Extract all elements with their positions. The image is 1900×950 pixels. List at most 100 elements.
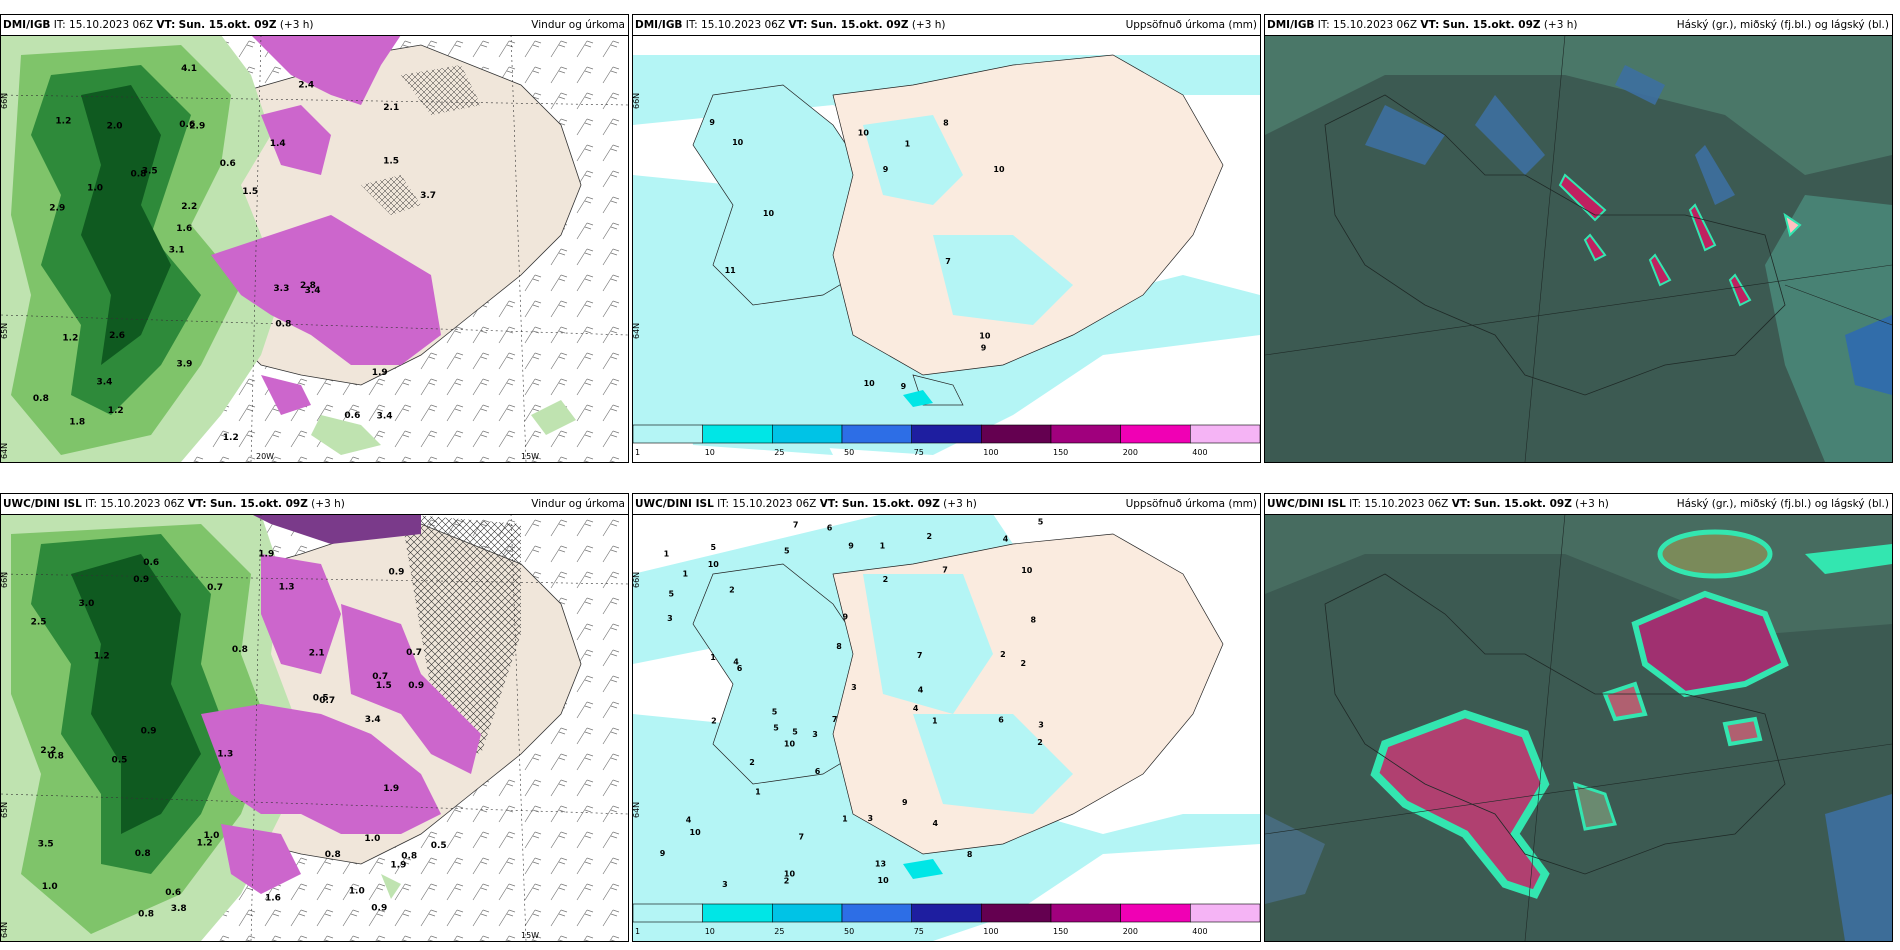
map-value-label: 2.1 (309, 649, 325, 659)
map-value-label: 9 (709, 118, 715, 127)
panel-uwc-accum-precip: UWC/DINI ISL IT: 15.10.2023 06Z VT: Sun.… (632, 493, 1261, 942)
map-value-label: 2.9 (49, 204, 65, 214)
map-value-label: 2 (749, 758, 755, 767)
map-value-label: 0.8 (135, 849, 151, 859)
valid-label: VT: (788, 19, 808, 31)
map-value-label: 0.7 (207, 583, 223, 593)
colorbar-tick-label: 10 (705, 927, 715, 936)
map-value-label: 5 (772, 708, 778, 717)
map-value-label: 0.5 (112, 756, 128, 766)
map-value-label: 0.8 (33, 394, 49, 404)
valid-time: Sun. 15.okt. 09Z (841, 498, 940, 510)
map-value-label: 0.8 (48, 752, 64, 762)
map-value-label: 10 (878, 876, 890, 885)
colorbar-tick-label: 25 (774, 448, 784, 457)
lead-time: (+3 h) (911, 19, 946, 31)
map-value-label: 1.5 (383, 157, 399, 167)
lat-label: 64N (1, 443, 9, 459)
map-value-label: 2 (1021, 659, 1027, 668)
wind-precip-map: 66N 65N 64N 20W 15W 3.4 2.9 2.1 3.1 1.4 1.8 0.… (1, 35, 628, 462)
map-value-label: 0.6 (344, 411, 360, 421)
wind-precip-map: 66N 65N 64N 15W 1.0 0.7 0.8 0.8 1.0 0.6 0.7 0.8… (1, 514, 628, 941)
map-value-label: 1.8 (69, 418, 85, 428)
colorbar-tick-label: 50 (844, 927, 854, 936)
panel-header: UWC/DINI ISL IT: 15.10.2023 06Z VT: Sun.… (1265, 494, 1892, 515)
map-value-label: 0.5 (313, 694, 329, 704)
map-value-label: 6 (827, 523, 833, 532)
lon-label: 20W (256, 452, 274, 461)
map-value-label: 2 (1000, 650, 1006, 659)
colorbar-tick-label: 400 (1192, 927, 1207, 936)
map-value-label: 0.9 (133, 575, 149, 585)
colorbar-tick-label: 200 (1123, 927, 1138, 936)
map-value-label: 1.2 (223, 433, 239, 443)
model-source: DMI/IGB (1267, 19, 1315, 31)
map-value-label: 10 (864, 379, 876, 388)
colorbar-tick-label: 150 (1053, 927, 1068, 936)
map-value-label: 1.3 (279, 582, 295, 592)
map-value-label: 7 (799, 833, 805, 842)
accum-precip-map: 66N 64N 65692541082110296743710107953231… (633, 514, 1260, 941)
map-value-label: 1 (755, 788, 761, 797)
map-value-label: 0.8 (131, 170, 147, 180)
colorbar-swatch (841, 903, 912, 923)
map-value-label: 4 (733, 658, 739, 667)
map-value-label: 0.5 (431, 841, 447, 851)
map-value-label: 6 (815, 767, 821, 776)
map-value-label: 5 (1038, 518, 1044, 527)
colorbar-tick-label: 10 (705, 448, 715, 457)
valid-time: Sun. 15.okt. 09Z (178, 19, 277, 31)
map-value-label: 2.0 (107, 122, 123, 132)
map-value-label: 3.5 (142, 167, 158, 177)
map-value-label: 10 (858, 128, 870, 137)
map-value-label: 1 (905, 140, 911, 149)
map-value-label: 9 (901, 382, 907, 391)
precip-colorbar: 1 10 25 50 75 100 150 200 400 (633, 424, 1260, 457)
map-value-label: 8 (967, 850, 973, 859)
map-value-label: 1 (932, 717, 938, 726)
map-value-label: 10 (979, 331, 991, 340)
map-value-label: 2 (784, 876, 790, 885)
map-value-label: 5 (773, 723, 779, 732)
map-value-label: 6 (998, 715, 1004, 724)
map-value-label: 1.4 (270, 139, 286, 149)
map-value-label: 5 (669, 590, 675, 599)
map-value-label: 2.4 (298, 80, 314, 90)
colorbar-swatch (911, 424, 982, 444)
colorbar-swatch (1050, 424, 1121, 444)
map-value-label: 1.2 (197, 839, 213, 849)
map-value-label: 2 (711, 717, 717, 726)
valid-time: Sun. 15.okt. 09Z (810, 19, 909, 31)
colorbar-tick-label: 75 (914, 927, 924, 936)
colorbar-swatch (1189, 424, 1260, 444)
map-value-label: 1 (664, 550, 670, 559)
map-value-label: 3.9 (177, 359, 193, 369)
map-value-label: 0.8 (401, 852, 417, 862)
map-value-label: 2.6 (109, 331, 125, 341)
map-value-label: 10 (784, 869, 796, 878)
map-value-label: 3.4 (377, 411, 393, 421)
map-value-label: 7 (793, 521, 799, 530)
map-value-label: 9 (848, 542, 854, 551)
colorbar-tick-label: 100 (983, 927, 998, 936)
map-value-label: 1.9 (390, 860, 406, 870)
model-source: UWC/DINI ISL (1267, 498, 1346, 510)
panel-header: DMI/IGB IT: 15.10.2023 06Z VT: Sun. 15.o… (1, 15, 628, 36)
map-value-label: 5 (792, 727, 798, 736)
map-value-label: 1.2 (94, 651, 110, 661)
map-value-label: 10 (784, 740, 796, 749)
map-value-label: 2.2 (40, 746, 56, 756)
map-value-label: 0.6 (143, 558, 159, 568)
map-value-label: 3 (868, 814, 874, 823)
map-value-label: 2 (927, 532, 933, 541)
map-value-label: 10 (993, 165, 1005, 174)
panel-dmi-accum-precip: DMI/IGB IT: 15.10.2023 06Z VT: Sun. 15.o… (632, 14, 1261, 463)
panel-title: Háský (gr.), miðský (fj.bl.) og lágský (… (1676, 498, 1889, 510)
map-value-label: 3.3 (273, 284, 289, 294)
panel-header: DMI/IGB IT: 15.10.2023 06Z VT: Sun. 15.o… (633, 15, 1260, 36)
map-value-label: 7 (832, 715, 838, 724)
panel-dmi-clouds: DMI/IGB IT: 15.10.2023 06Z VT: Sun. 15.o… (1264, 14, 1893, 463)
colorbar-swatch (772, 903, 843, 923)
map-value-label: 1.0 (87, 184, 103, 194)
